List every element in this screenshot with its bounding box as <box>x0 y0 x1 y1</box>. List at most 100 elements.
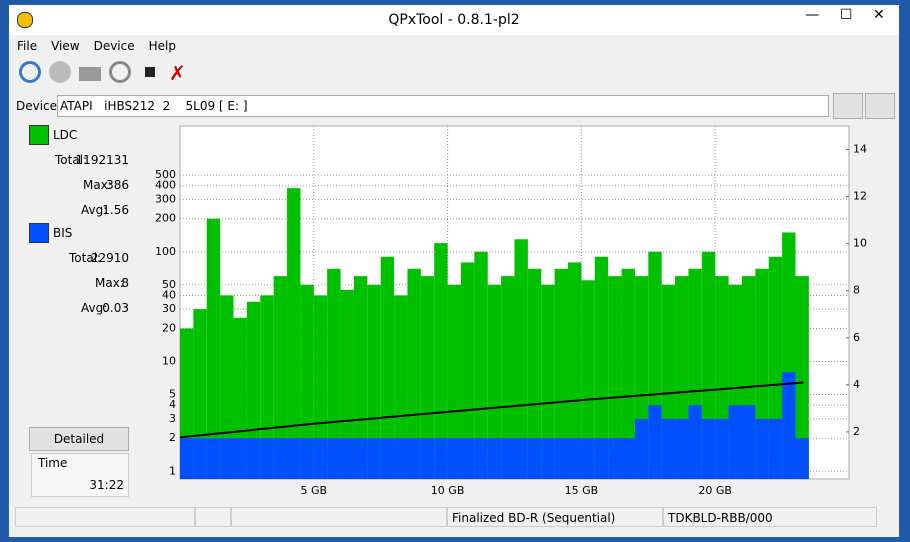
menu-bar: File View Device Help <box>17 39 176 53</box>
bar <box>447 438 461 479</box>
chart: 1234510203040501002003004005002468101214… <box>155 125 867 497</box>
y-tick-label: 2 <box>169 431 176 444</box>
y-tick-label: 20 <box>162 321 176 334</box>
x-tick-label: 10 GB <box>431 484 465 497</box>
y-tick-label: 30 <box>162 302 176 315</box>
bar <box>741 405 756 479</box>
stat-value: 22910 <box>90 251 129 265</box>
bar <box>527 268 542 479</box>
bar <box>541 284 555 479</box>
bar <box>353 438 368 479</box>
app-icon <box>17 12 33 28</box>
y-tick-label: 3 <box>169 412 176 425</box>
bar <box>581 438 595 479</box>
bar <box>233 438 247 479</box>
bar <box>260 438 274 479</box>
stat-value: 8 <box>121 276 129 290</box>
y-tick-label: 400 <box>155 179 176 192</box>
bar <box>394 438 408 479</box>
bar <box>634 418 649 479</box>
bar <box>260 295 274 479</box>
bar <box>353 276 368 479</box>
menu-item[interactable]: Help <box>148 39 176 53</box>
y-tick-label: 4 <box>169 398 176 411</box>
bar <box>460 438 475 479</box>
settings-button[interactable]: ✗ <box>169 61 186 85</box>
status-text: Finalized BD-R (Sequential) <box>447 507 663 527</box>
stop-button[interactable] <box>145 67 155 77</box>
y-tick-label: 100 <box>155 245 176 258</box>
bar <box>688 405 702 479</box>
y-tick-label: 200 <box>155 212 176 225</box>
bar <box>460 262 475 479</box>
y-tick-label: 10 <box>162 355 176 368</box>
stat-label: Max: <box>83 178 112 192</box>
disc-button[interactable] <box>49 61 71 83</box>
bar <box>728 405 742 479</box>
stat-label: Avg: <box>81 301 108 315</box>
bar <box>246 438 261 479</box>
menu-item[interactable]: Device <box>93 39 135 53</box>
bar <box>648 405 662 479</box>
bis-swatch <box>29 223 49 243</box>
bar <box>420 438 435 479</box>
bar <box>487 438 502 479</box>
bar <box>206 438 221 479</box>
status-cell <box>231 507 447 527</box>
bar <box>608 276 622 479</box>
status-cell <box>195 507 231 527</box>
lock-button[interactable] <box>865 93 895 119</box>
y-tick-label: 1 <box>169 464 176 477</box>
toolbar: ✗ <box>19 61 193 85</box>
bar <box>715 418 729 479</box>
bar <box>380 438 395 479</box>
bar <box>795 276 809 479</box>
scan-button[interactable] <box>109 61 131 83</box>
stat-label: Avg: <box>81 203 108 217</box>
window-controls[interactable]: — ☐ ✕ <box>805 7 885 23</box>
bar <box>420 276 435 479</box>
bar <box>594 256 609 479</box>
bar <box>568 262 582 479</box>
bar <box>621 438 635 479</box>
y2-tick-label: 8 <box>853 284 860 297</box>
drive-button[interactable] <box>79 67 101 81</box>
bar <box>447 284 461 479</box>
y2-tick-label: 4 <box>853 378 860 391</box>
bar <box>701 418 716 479</box>
bar <box>407 268 421 479</box>
bar <box>501 276 515 479</box>
legend-label: BIS <box>53 226 73 240</box>
time-label: Time <box>38 456 68 470</box>
bar <box>514 438 528 479</box>
bar <box>340 438 354 479</box>
bar <box>287 188 301 480</box>
x-tick-label: 15 GB <box>565 484 599 497</box>
detailed-button[interactable]: Detailed <box>29 427 129 451</box>
bar <box>554 268 569 479</box>
bar <box>193 438 207 479</box>
stat-label: Total: <box>55 153 88 167</box>
refresh-button[interactable] <box>19 61 41 83</box>
y-tick-label: 40 <box>162 288 176 301</box>
eject-button[interactable] <box>833 93 863 119</box>
bar <box>661 418 676 479</box>
stat-value: 1.56 <box>102 203 129 217</box>
y-tick-label: 500 <box>155 168 176 181</box>
bar <box>300 438 314 479</box>
y2-tick-label: 2 <box>853 425 860 438</box>
time-box: Time 31:22 <box>31 453 129 497</box>
bar <box>313 295 328 479</box>
speed-line <box>179 381 804 439</box>
bar <box>541 438 555 479</box>
bar <box>367 438 381 479</box>
x-tick-label: 5 GB <box>301 484 328 497</box>
bar <box>206 218 221 480</box>
bar <box>608 438 622 479</box>
device-select[interactable]: ATAPI iHBS212 2 5L09 [ E: ] <box>57 95 829 117</box>
menu-item[interactable]: View <box>51 39 80 53</box>
bar <box>220 438 234 479</box>
legend-label: LDC <box>53 128 78 142</box>
bar <box>367 284 381 479</box>
menu-item[interactable]: File <box>17 39 38 53</box>
